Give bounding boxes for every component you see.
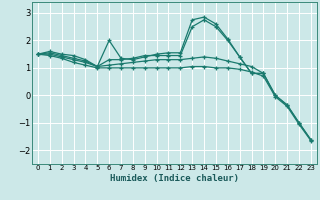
- X-axis label: Humidex (Indice chaleur): Humidex (Indice chaleur): [110, 174, 239, 183]
